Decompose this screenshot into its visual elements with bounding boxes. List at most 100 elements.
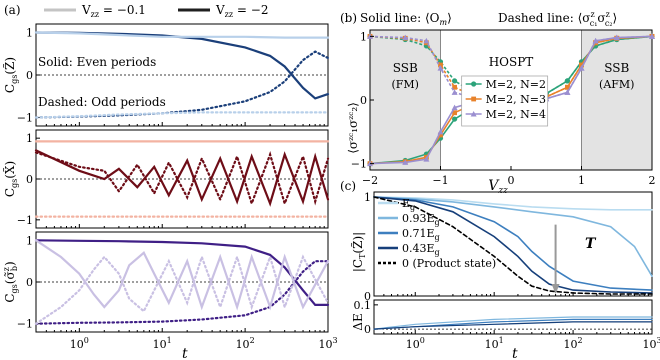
panel-a-label: (a) (4, 3, 21, 17)
y-tick-label: −1 (17, 318, 33, 331)
legend-text-0: Eg (402, 197, 415, 212)
legend-marker-2 (470, 111, 477, 117)
legend-text-4: 0 (Product state) (402, 257, 496, 270)
marker-point (578, 65, 585, 71)
region-right-sub: (AFM) (599, 78, 634, 91)
legend-a-text-0: Vzz = −0.1 (81, 3, 146, 19)
x-tick-label: 100 (70, 336, 89, 351)
panel-b-xlabel: Vzz (488, 178, 508, 196)
y-tick-label: 0 (364, 290, 371, 303)
series-line-0 (34, 149, 330, 207)
legend-text-2: 0.71Eg (402, 227, 440, 242)
series-line-3 (34, 111, 330, 119)
panel-c-xlabel: t (512, 346, 518, 360)
legend-text-1: M=2, N=3 (486, 93, 546, 106)
marker-point (592, 37, 599, 44)
panel-a-legend: Vzz = −0.1 Vzz = −2 (44, 3, 268, 19)
x-tick-label: −2 (362, 174, 378, 187)
panel-b-label: (b) (340, 11, 357, 25)
y-axis-label: Cgs(X̃) (2, 161, 19, 197)
panel-a-middle: 1 0 −1 Cgs(X̃) (2, 129, 330, 229)
legend-text-0: M=2, N=2 (486, 78, 546, 91)
y-tick-label: −1 (17, 214, 33, 227)
y-tick-label: 0 (26, 276, 33, 289)
marker-point (452, 78, 458, 84)
x-tick-label: 2 (649, 174, 656, 187)
series-line-4 (373, 196, 653, 295)
marker-point (564, 89, 571, 95)
annot-solid: Solid: Even periods (38, 55, 156, 69)
series-line-2 (373, 196, 653, 291)
x-tick-label: 101 (153, 336, 172, 351)
region-mid-label: HOSPT (489, 55, 534, 69)
legend-text-3: 0.43Eg (402, 242, 440, 257)
temperature-arrow-head (551, 284, 560, 295)
panel-a-xlabel: t (182, 346, 188, 360)
x-tick-label: 103 (318, 336, 337, 351)
marker-point (423, 156, 430, 162)
shaded-region-0 (370, 30, 441, 170)
panel-c-ylabel-top: |CT(Z̃)| (350, 232, 367, 272)
marker-point (649, 33, 655, 39)
x-tick-label: −1 (432, 174, 448, 187)
y-tick-label: 0 (364, 323, 371, 336)
legend-text-2: M=2, N=4 (486, 108, 546, 121)
marker-point (423, 37, 430, 44)
legend-a-text-1: Vzz = −2 (215, 3, 268, 19)
y-tick-label: 1 (26, 132, 33, 145)
y-axis-label: Cgs(Z̃) (2, 57, 19, 93)
y-tick-label: 0.1 (354, 299, 372, 312)
annot-dashed: Dashed: Odd periods (38, 95, 166, 109)
region-left-label: SSB (393, 61, 418, 75)
marker-point (564, 78, 571, 84)
y-axis-label: Cgs(σ̃zb) (2, 261, 19, 302)
marker-point (402, 159, 409, 165)
y-tick-label: 1 (360, 30, 367, 43)
x-tick-label: 103 (642, 336, 660, 351)
panel-c-arrow-label: T (585, 236, 597, 252)
panel-c-bottom: 0.1 0 100 101 102 103 (354, 299, 660, 351)
series-line-2 (34, 31, 330, 39)
x-tick-label: 101 (485, 336, 504, 351)
y-tick-label: 0 (26, 173, 33, 186)
region-left-sub: (FM) (392, 78, 419, 91)
marker-point (451, 104, 458, 111)
y-tick-label: 0 (360, 94, 367, 107)
panel-b-plot: SSB (FM) HOSPT SSB (AFM) M=2, N=2 M=2, N=3 M=2,… (351, 29, 656, 187)
series-line-1 (373, 316, 653, 330)
panel-b-header-left: Solid line: ⟨Om⟩ (360, 11, 452, 27)
marker-point (565, 84, 570, 90)
marker-point (438, 132, 443, 138)
marker-point (437, 128, 444, 135)
panel-b-ylabel: ⟨σᶻᶜ₁σᶻᶜ₂⟩ (346, 102, 360, 154)
x-tick-label: 102 (236, 336, 255, 351)
x-tick-label: 102 (564, 336, 583, 351)
x-tick-label: 100 (406, 336, 425, 351)
series-line-0 (34, 239, 330, 306)
marker-point (402, 34, 409, 41)
marker-point (452, 116, 458, 122)
series-line-3 (34, 253, 330, 325)
panel-c-ylabel-bottom: ΔE (351, 313, 365, 330)
x-tick-label: 1 (578, 174, 585, 187)
legend-text-1: 0.93Eg (402, 212, 440, 227)
marker-point (579, 62, 584, 68)
plot-frame (373, 191, 653, 297)
y-tick-label: 1 (364, 191, 371, 204)
legend-marker-0 (471, 81, 477, 87)
marker-point (438, 62, 443, 68)
legend-marker-1 (471, 96, 477, 102)
y-tick-label: 1 (26, 234, 33, 247)
y-tick-label: 1 (26, 27, 33, 40)
y-tick-label: −1 (351, 158, 367, 171)
series-line-3 (373, 321, 653, 330)
series-line-1 (34, 260, 330, 325)
marker-point (613, 34, 620, 41)
region-right-label: SSB (604, 61, 629, 75)
series-line-0 (373, 321, 653, 330)
shaded-region-1 (581, 30, 652, 170)
marker-point (451, 89, 458, 95)
panel-b-header-right: Dashed line: ⟨σz c₁σz c₂⟩ (498, 10, 617, 28)
